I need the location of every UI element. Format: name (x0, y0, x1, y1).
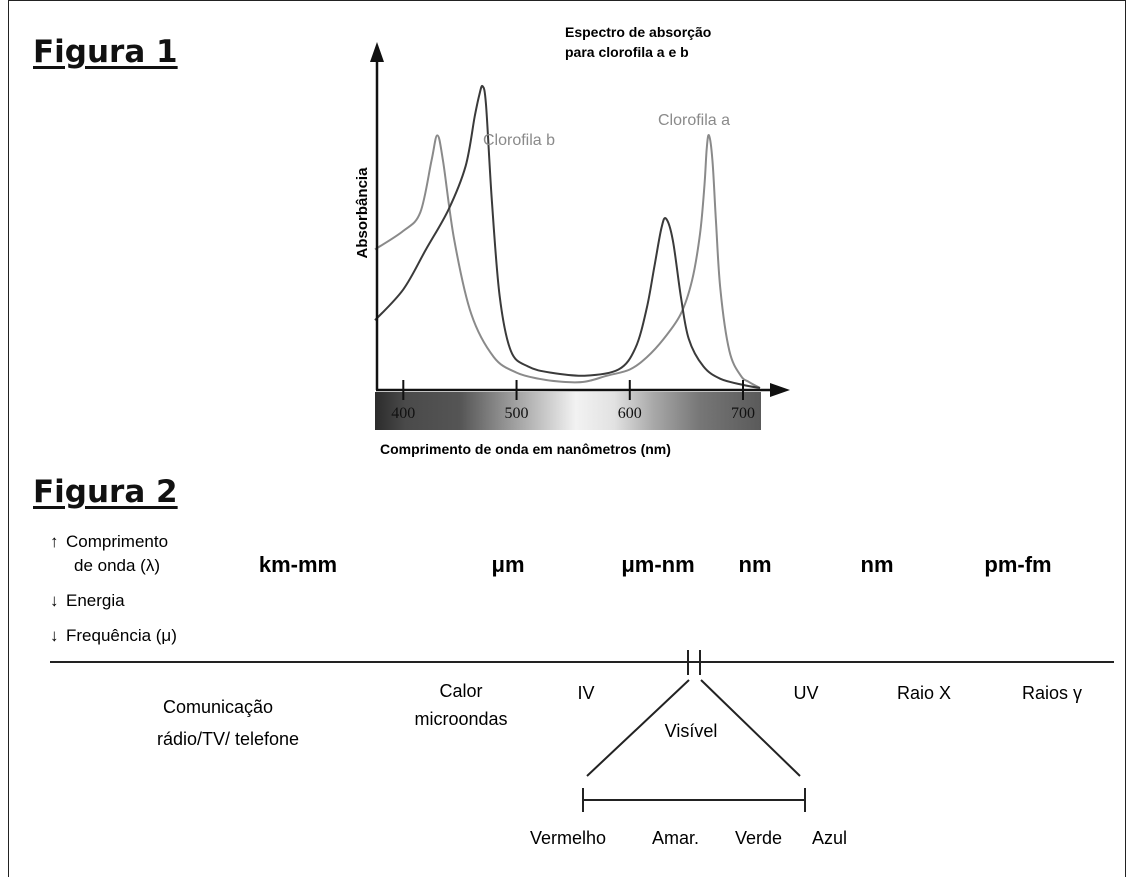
chart-title-line1: Espectro de absorção (565, 24, 711, 40)
legend-arrow-up: ↑ (50, 532, 59, 551)
series-label-chl-b: Clorofila b (483, 132, 555, 149)
color-green-label: Verde (735, 828, 782, 848)
series-label-chl-a: Clorofila a (658, 112, 730, 129)
figure2-heading: Figura 2 (33, 474, 178, 510)
x-axis-label: Comprimento de onda em nanômetros (nm) (380, 441, 671, 457)
visible-expand-left (586, 679, 690, 777)
legend-wavelength-line1: Comprimento (66, 532, 168, 551)
region-gamma: Raios γ (1022, 683, 1082, 703)
series-line-clorofila-a (374, 134, 761, 389)
x-ticks: 400 500 600 700 (391, 380, 755, 422)
color-blue-label: Azul (812, 828, 847, 848)
color-yellow-label: Amar. (652, 828, 699, 848)
legend-wavelength-line2: de onda (λ) (74, 556, 160, 575)
series-line-clorofila-b (374, 84, 761, 389)
region-radio-line2: rádio/TV/ telefone (157, 729, 299, 749)
chart-title-line2: para clorofila a e b (565, 44, 689, 60)
unit-radio: km-mm (259, 552, 337, 577)
y-axis-arrow (370, 42, 384, 62)
region-uv: UV (793, 683, 818, 703)
figure1-heading: Figura 1 (33, 34, 178, 70)
x-tick-label: 400 (391, 405, 415, 422)
legend-arrow-down-frequency: ↓ (50, 626, 59, 645)
spectrum-color-bar (375, 392, 761, 430)
legend-energy: Energia (66, 591, 125, 610)
region-heat-line1: Calor (439, 681, 482, 701)
x-tick-label: 500 (505, 405, 529, 422)
visible-expand-right (700, 679, 801, 777)
legend-frequency: Frequência (μ) (66, 626, 177, 645)
y-axis-label: Absorbância (354, 167, 371, 259)
region-radio-line1: Comunicação (163, 697, 273, 717)
chart-series (374, 84, 761, 389)
region-heat-line2: microondas (414, 709, 507, 729)
region-visible: Visível (665, 721, 718, 741)
unit-ir: μm-nm (621, 552, 694, 577)
region-xray: Raio X (897, 683, 951, 703)
x-axis-arrow (770, 383, 790, 397)
x-tick-label: 700 (731, 405, 755, 422)
region-ir: IV (577, 683, 594, 703)
unit-uv: nm (861, 552, 894, 577)
unit-gamma: pm-fm (984, 552, 1051, 577)
unit-visible: nm (739, 552, 772, 577)
color-red-label: Vermelho (530, 828, 606, 848)
legend-arrow-down-energy: ↓ (50, 591, 59, 610)
unit-heat: μm (491, 552, 524, 577)
x-tick-label: 600 (618, 405, 642, 422)
figure-frame (8, 0, 1126, 877)
